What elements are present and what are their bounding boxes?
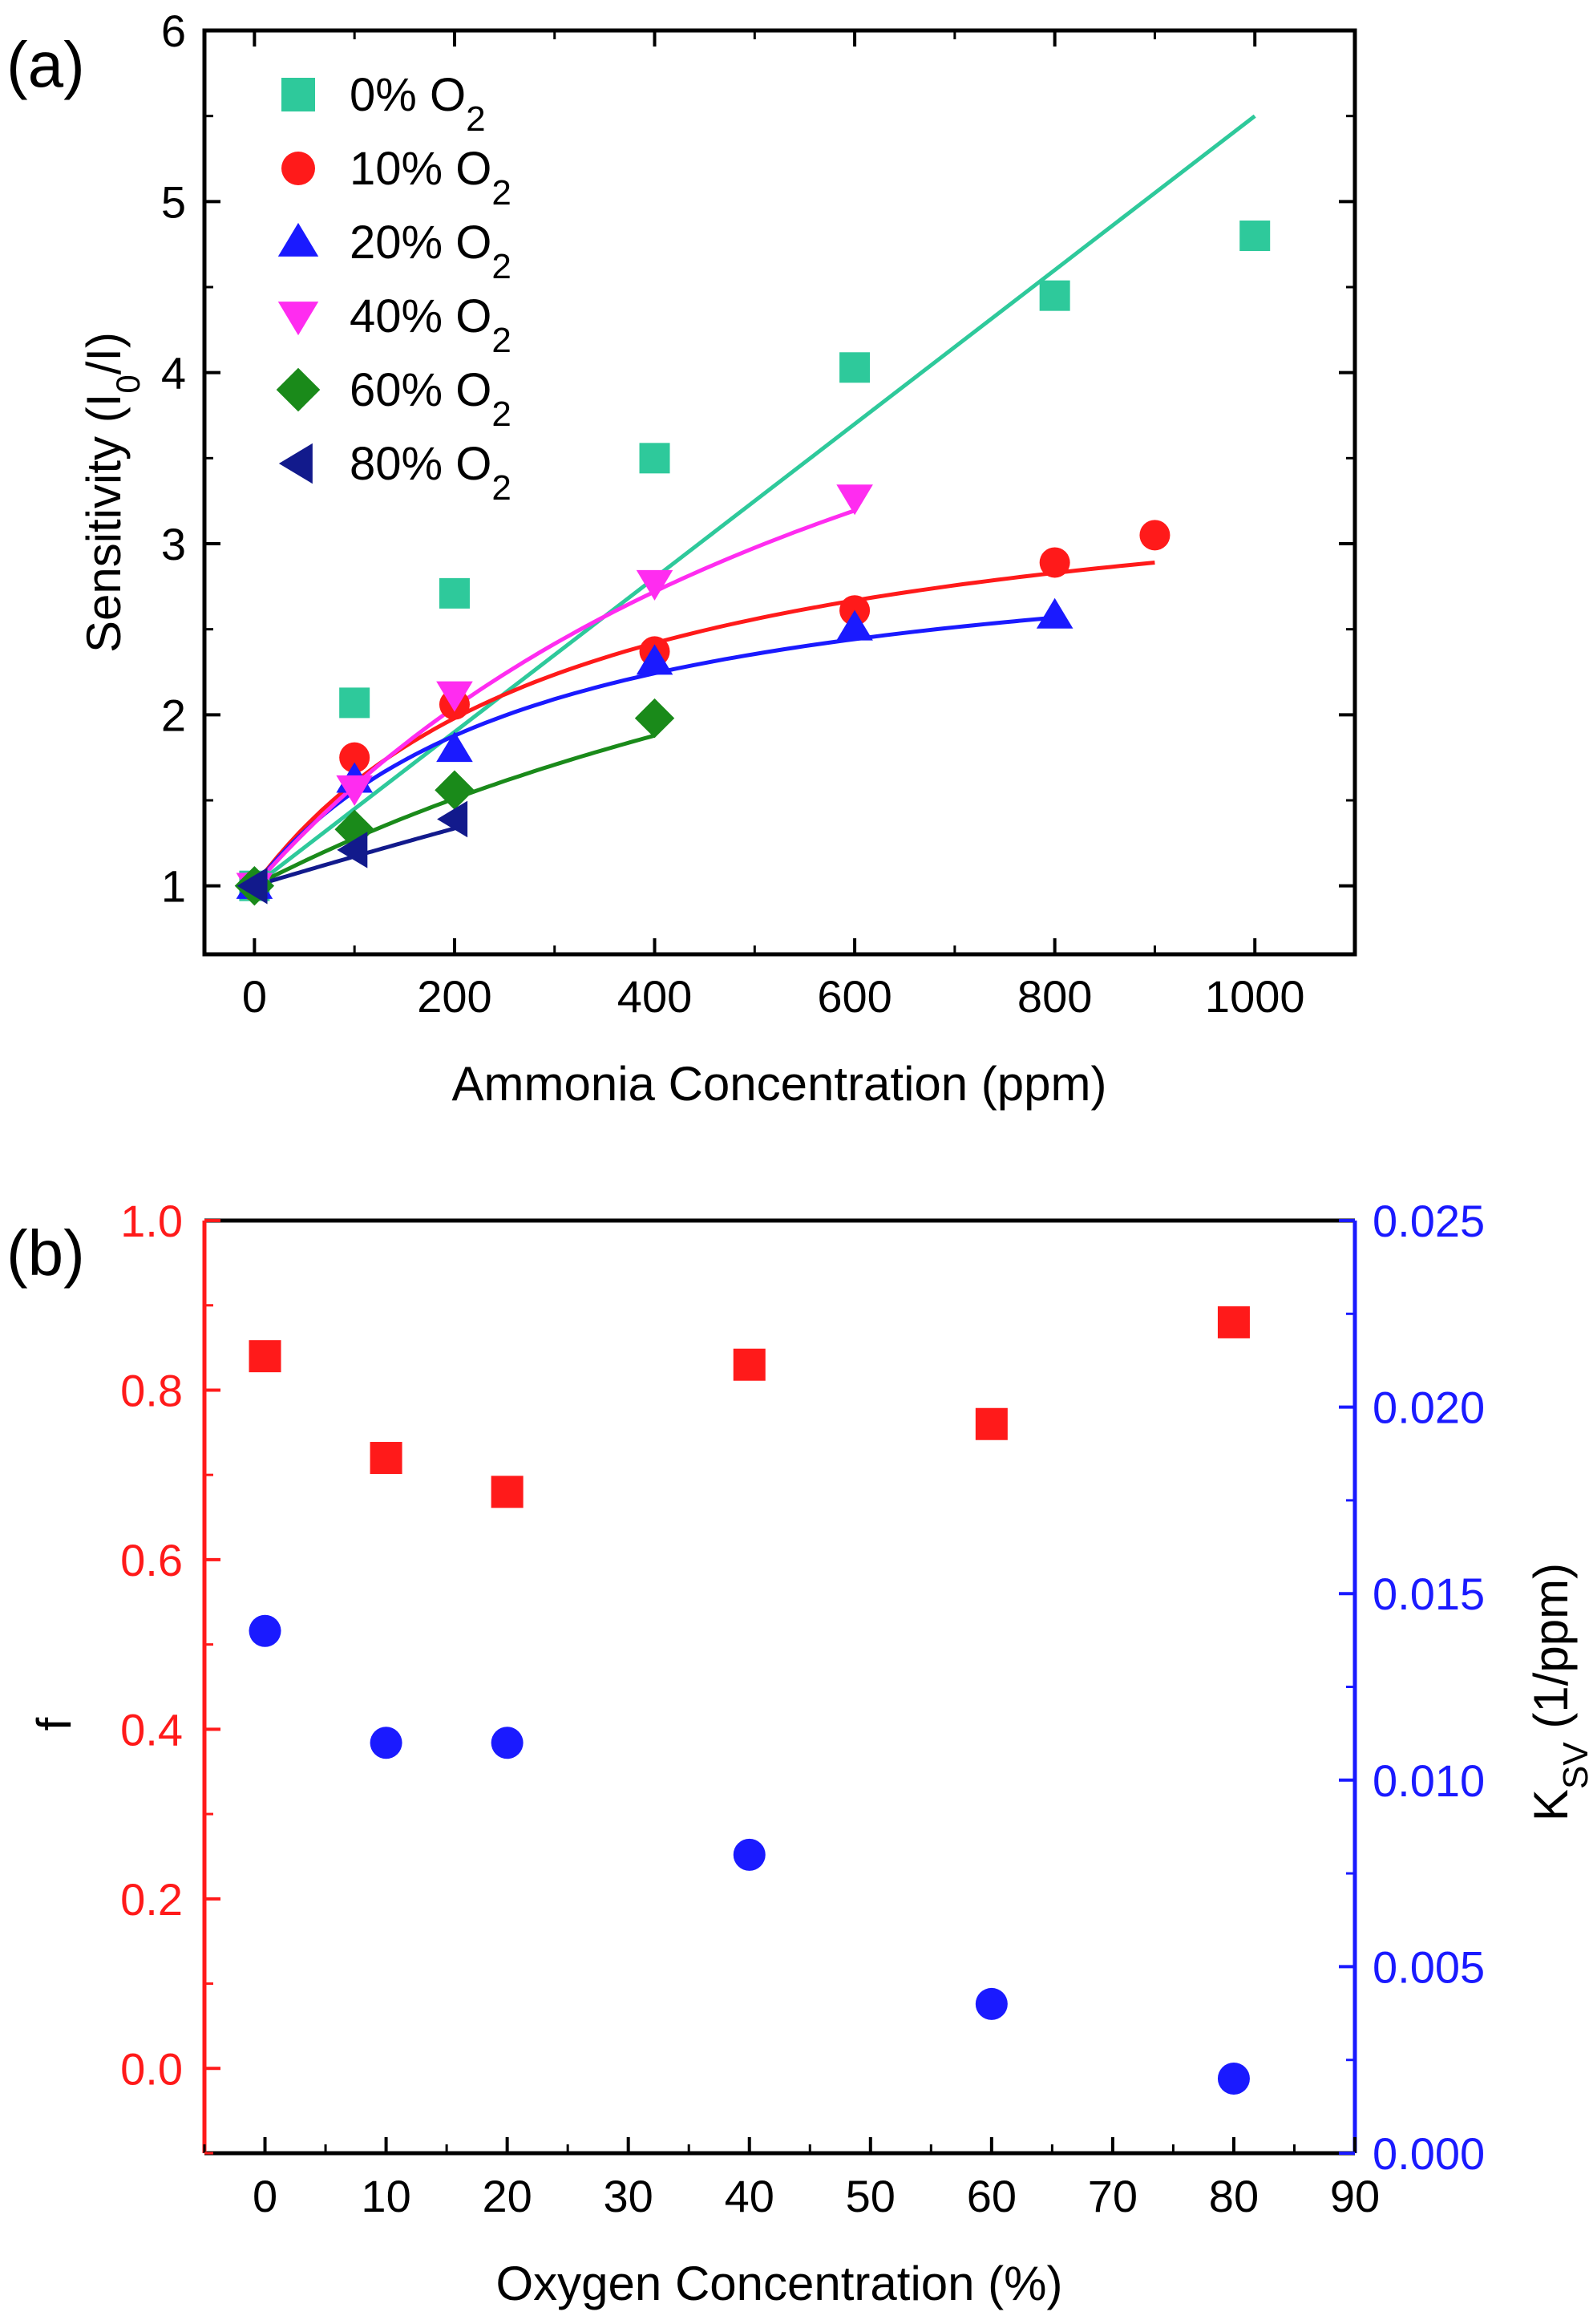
fit-curve-10-o2 — [253, 561, 1155, 888]
x-tick-label: 90 — [1330, 2171, 1380, 2221]
legend-marker-20-o2 — [277, 222, 319, 257]
data-point-f — [733, 1348, 766, 1381]
x-tick-label: 30 — [604, 2171, 653, 2221]
panel-a-y-axis-title: Sensitivity (I0/I) — [77, 332, 147, 653]
x-tick-label: 1000 — [1205, 971, 1305, 1022]
y-right-tick-label: 0.005 — [1373, 1941, 1485, 1992]
panel-b-ticks: 0 10 20 30 40 50 60 70 80 90 0.0 0.2 0.4 0.6 0.8 1.0 0.0… — [120, 1196, 1485, 2221]
y-left-tick-label: 0.6 — [120, 1535, 183, 1585]
panel-a-data-points — [234, 221, 1271, 906]
x-tick-label: 80 — [1209, 2171, 1259, 2221]
y-right-tick-label: 0.025 — [1373, 1196, 1485, 1246]
data-point-f — [491, 1476, 524, 1508]
x-tick-label: 400 — [617, 971, 692, 1022]
data-point-0-o2 — [339, 687, 370, 719]
legend-label-20-o2: 20% O2 — [350, 217, 511, 286]
legend-marker-40-o2 — [277, 302, 319, 336]
data-point-10-o2 — [1039, 547, 1070, 578]
data-point-40-o2 — [436, 681, 473, 712]
data-point-20-o2 — [436, 731, 473, 763]
y-tick-label: 5 — [161, 176, 186, 227]
legend-label-40-o2: 40% O2 — [350, 290, 511, 360]
x-tick-label: 50 — [846, 2171, 896, 2221]
legend-marker-0-o2 — [281, 78, 315, 111]
legend-marker-60-o2 — [276, 367, 321, 412]
x-tick-label: 10 — [361, 2171, 410, 2221]
data-point-0-o2 — [1039, 280, 1070, 311]
panel-b-left-axis-title: f — [27, 1717, 81, 1731]
x-tick-label: 0 — [242, 971, 267, 1022]
x-tick-label: 600 — [817, 971, 892, 1022]
x-tick-label: 60 — [967, 2171, 1017, 2221]
data-point-f — [1217, 1306, 1250, 1338]
legend-label-80-o2: 80% O2 — [350, 438, 511, 508]
data-point-0-o2 — [639, 443, 670, 474]
legend-label-0-o2: 0% O2 — [350, 69, 486, 139]
x-tick-label: 800 — [1017, 971, 1092, 1022]
data-point-20-o2 — [1036, 597, 1073, 629]
x-tick-label: 200 — [417, 971, 491, 1022]
y-right-tick-label: 0.010 — [1373, 1755, 1485, 1806]
legend-marker-10-o2 — [281, 152, 315, 185]
y-tick-label: 3 — [161, 519, 186, 569]
legend-label-10-o2: 10% O2 — [350, 143, 511, 213]
panel-b-data-points — [249, 1306, 1250, 2095]
data-point-60-o2 — [435, 770, 475, 810]
panel-a-x-axis-title: Ammonia Concentration (ppm) — [451, 1057, 1106, 1111]
data-point-40-o2 — [636, 569, 673, 601]
y-tick-label: 1 — [161, 861, 186, 912]
data-point-80-o2 — [337, 832, 368, 868]
panel-b: (b) 0 10 20 30 40 50 60 70 80 90 0.0 0.2 0.4 0.6 0.8 1.… — [6, 1196, 1589, 2310]
panel-a-frame — [202, 28, 1357, 957]
x-tick-label: 40 — [725, 2171, 774, 2221]
y-tick-label: 2 — [161, 690, 186, 740]
data-point-10-o2 — [339, 742, 370, 773]
data-point-f — [249, 1340, 281, 1373]
panel-a-label: (a) — [6, 29, 85, 100]
legend-marker-80-o2 — [278, 443, 313, 484]
data-point-ksv — [491, 1727, 524, 1759]
y-tick-label: 4 — [161, 348, 186, 399]
y-left-tick-label: 0.2 — [120, 1874, 183, 1925]
fit-curve-0-o2 — [253, 114, 1256, 888]
data-point-ksv — [370, 1727, 402, 1759]
data-point-ksv — [249, 1614, 281, 1647]
y-left-tick-label: 0.0 — [120, 2043, 183, 2094]
x-tick-label: 0 — [253, 2171, 277, 2221]
panel-a-ticks: 0 200 400 600 800 1000 1 2 3 4 5 6 — [161, 6, 1355, 1022]
data-point-0-o2 — [1239, 221, 1271, 251]
data-point-20-o2 — [636, 644, 673, 675]
data-point-60-o2 — [634, 698, 675, 739]
data-point-20-o2 — [836, 609, 873, 641]
data-point-0-o2 — [439, 577, 470, 609]
data-point-f — [975, 1407, 1008, 1440]
y-right-tick-label: 0.000 — [1373, 2128, 1485, 2179]
data-point-f — [370, 1442, 402, 1475]
x-tick-label: 20 — [482, 2171, 532, 2221]
data-point-ksv — [975, 1987, 1008, 2020]
data-point-ksv — [1217, 2062, 1250, 2095]
x-tick-label: 70 — [1088, 2171, 1138, 2221]
y-right-tick-label: 0.020 — [1373, 1383, 1485, 1433]
data-point-80-o2 — [437, 800, 468, 838]
y-left-tick-label: 1.0 — [120, 1196, 183, 1246]
y-left-tick-label: 0.8 — [120, 1365, 183, 1415]
panel-b-x-axis-title: Oxygen Concentration (%) — [496, 2257, 1063, 2310]
y-right-tick-label: 0.015 — [1373, 1569, 1485, 1619]
panel-b-right-axis-title: KSV (1/ppm) — [1524, 1563, 1589, 1821]
y-tick-label: 6 — [161, 6, 186, 56]
data-point-40-o2 — [336, 775, 373, 806]
data-point-ksv — [733, 1838, 766, 1871]
data-point-40-o2 — [836, 484, 873, 516]
panel-b-label: (b) — [6, 1217, 85, 1289]
data-point-0-o2 — [839, 352, 871, 383]
data-point-10-o2 — [1139, 520, 1171, 551]
y-left-tick-label: 0.4 — [120, 1704, 183, 1755]
data-point-80-o2 — [237, 867, 268, 905]
legend-label-60-o2: 60% O2 — [350, 364, 511, 434]
